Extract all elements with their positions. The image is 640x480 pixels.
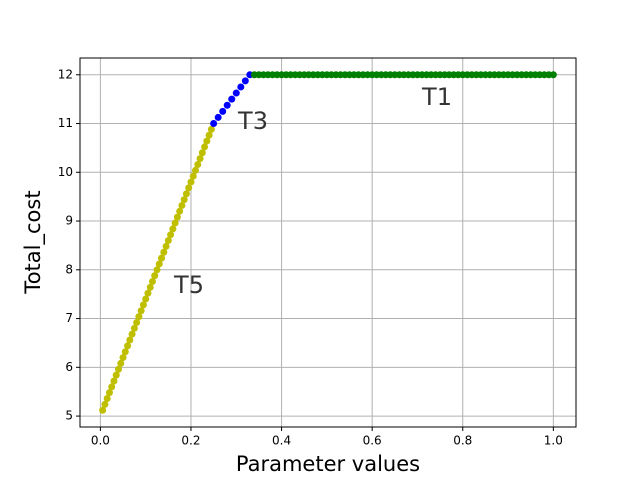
point bbox=[146, 283, 154, 291]
y-axis-label: Total_cost bbox=[21, 190, 46, 294]
point bbox=[203, 137, 211, 145]
point bbox=[210, 120, 218, 128]
plot-frame bbox=[79, 57, 577, 428]
point bbox=[549, 71, 557, 79]
x-tick-label: 0.4 bbox=[272, 434, 291, 448]
point bbox=[153, 266, 161, 274]
point bbox=[155, 260, 163, 268]
point bbox=[223, 101, 231, 109]
point bbox=[158, 254, 166, 262]
point bbox=[142, 295, 150, 303]
point bbox=[151, 272, 159, 280]
point bbox=[182, 190, 190, 198]
point bbox=[171, 219, 179, 227]
x-axis-label: Parameter values bbox=[236, 452, 420, 476]
point bbox=[164, 237, 172, 245]
point bbox=[117, 359, 125, 367]
point bbox=[219, 107, 227, 115]
point bbox=[121, 348, 129, 356]
point bbox=[99, 406, 107, 414]
point bbox=[108, 383, 116, 391]
point bbox=[189, 172, 197, 180]
annotation: T5 bbox=[173, 271, 204, 299]
point bbox=[128, 330, 136, 338]
point bbox=[185, 184, 193, 192]
y-tick-label: 6 bbox=[65, 360, 73, 374]
y-tick-label: 12 bbox=[58, 67, 73, 81]
y-tick-label: 11 bbox=[58, 116, 73, 130]
point bbox=[124, 342, 132, 350]
point bbox=[194, 160, 202, 168]
point bbox=[214, 113, 222, 121]
point bbox=[139, 301, 147, 309]
point bbox=[130, 324, 138, 332]
point bbox=[112, 371, 120, 379]
x-tick-label: 0.2 bbox=[181, 434, 200, 448]
annotation: T3 bbox=[237, 107, 268, 135]
annotation: T1 bbox=[421, 83, 452, 111]
y-tick-label: 8 bbox=[65, 262, 73, 276]
x-tick-label: 0.8 bbox=[453, 434, 472, 448]
point bbox=[173, 213, 181, 221]
y-tick-label: 10 bbox=[58, 165, 73, 179]
point bbox=[110, 377, 118, 385]
point bbox=[133, 318, 141, 326]
point bbox=[126, 336, 134, 344]
point bbox=[148, 278, 156, 286]
y-tick-label: 5 bbox=[65, 409, 73, 423]
point bbox=[105, 389, 113, 397]
point bbox=[137, 307, 145, 315]
point bbox=[201, 143, 209, 151]
point bbox=[176, 207, 184, 215]
point bbox=[167, 231, 175, 239]
point bbox=[237, 83, 245, 91]
point bbox=[192, 166, 200, 174]
point bbox=[228, 95, 236, 103]
point bbox=[241, 77, 249, 85]
point bbox=[160, 248, 168, 256]
point bbox=[205, 131, 213, 139]
y-tick-label: 7 bbox=[65, 311, 73, 325]
point bbox=[207, 125, 215, 133]
point bbox=[115, 365, 123, 373]
point bbox=[232, 89, 240, 97]
point bbox=[101, 400, 109, 408]
x-tick-label: 1.0 bbox=[544, 434, 563, 448]
point bbox=[178, 201, 186, 209]
x-tick-label: 0.6 bbox=[363, 434, 382, 448]
point bbox=[169, 225, 177, 233]
point bbox=[198, 149, 206, 157]
point bbox=[119, 354, 127, 362]
y-tick-label: 9 bbox=[65, 214, 73, 228]
point bbox=[103, 395, 111, 403]
point bbox=[196, 155, 204, 163]
point bbox=[180, 196, 188, 204]
point bbox=[144, 289, 152, 297]
point bbox=[162, 242, 170, 250]
x-tick-label: 0.0 bbox=[91, 434, 110, 448]
point bbox=[135, 313, 143, 321]
point bbox=[187, 178, 195, 186]
